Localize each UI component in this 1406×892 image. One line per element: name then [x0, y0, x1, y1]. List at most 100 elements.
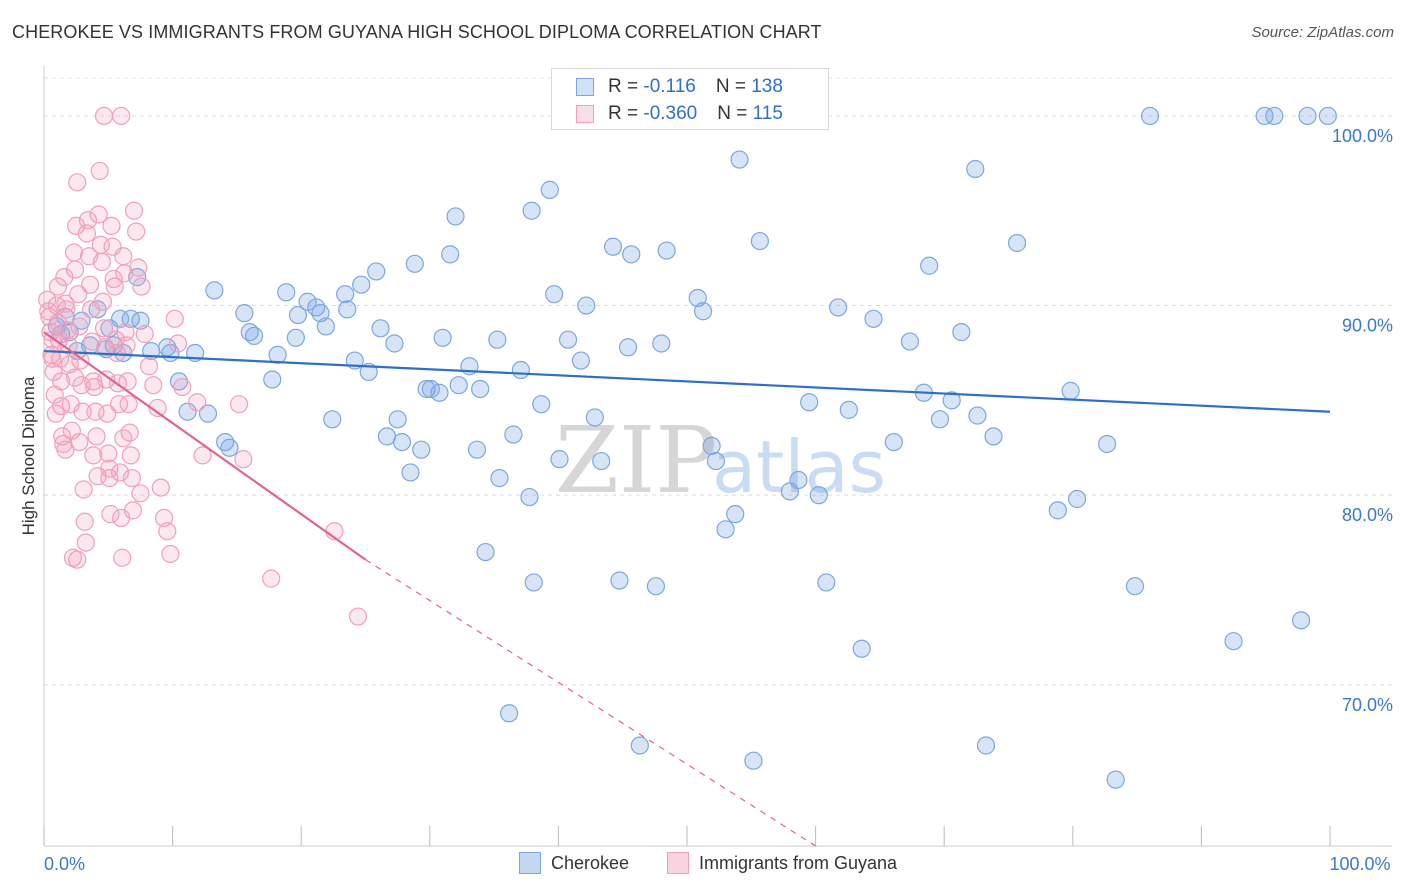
data-point[interactable] [571, 351, 591, 370]
data-point[interactable] [76, 533, 95, 552]
data-point[interactable] [102, 216, 121, 236]
data-point[interactable] [124, 201, 144, 220]
data-point[interactable] [205, 281, 224, 300]
data-point[interactable] [839, 400, 858, 419]
data-point[interactable] [234, 450, 253, 469]
data-point[interactable] [123, 501, 143, 520]
data-point[interactable] [288, 305, 308, 325]
legend-item-guyana[interactable]: Immigrants from Guyana [667, 852, 897, 874]
data-point[interactable] [693, 302, 713, 321]
data-point[interactable] [603, 237, 623, 256]
data-point[interactable] [540, 180, 559, 199]
data-point[interactable] [446, 207, 465, 226]
data-point[interactable] [105, 277, 124, 296]
data-point[interactable] [1291, 611, 1311, 630]
data-point[interactable] [520, 487, 539, 507]
data-point[interactable] [70, 317, 89, 336]
data-point[interactable] [277, 283, 296, 302]
data-point[interactable] [405, 254, 424, 273]
data-point[interactable] [135, 324, 154, 344]
data-point[interactable] [864, 309, 883, 328]
data-point[interactable] [348, 607, 368, 626]
data-point[interactable] [268, 345, 287, 364]
data-point[interactable] [56, 440, 75, 459]
data-point[interactable] [1298, 106, 1317, 126]
data-point[interactable] [367, 262, 386, 281]
data-point[interactable] [161, 544, 180, 564]
data-point[interactable] [800, 393, 819, 412]
data-point[interactable] [286, 328, 305, 347]
data-point[interactable] [90, 161, 109, 181]
data-point[interactable] [522, 201, 541, 220]
data-point[interactable] [488, 330, 507, 349]
data-point[interactable] [1067, 489, 1087, 509]
data-point[interactable] [352, 275, 371, 294]
data-point[interactable] [84, 446, 103, 465]
data-point[interactable] [323, 410, 342, 429]
data-point[interactable] [101, 505, 120, 524]
data-point[interactable] [148, 398, 167, 418]
data-point[interactable] [235, 304, 254, 323]
data-point[interactable] [942, 391, 961, 410]
data-point[interactable] [1048, 501, 1067, 520]
data-point[interactable] [118, 372, 137, 391]
data-point[interactable] [122, 469, 141, 488]
data-point[interactable] [744, 751, 763, 770]
data-point[interactable] [158, 522, 177, 541]
data-point[interactable] [43, 349, 62, 368]
data-point[interactable] [229, 395, 249, 414]
data-point[interactable] [100, 469, 119, 488]
data-point[interactable] [532, 395, 551, 414]
data-point[interactable] [67, 216, 86, 236]
data-point[interactable] [74, 480, 93, 499]
data-point[interactable] [151, 478, 170, 497]
data-point[interactable] [1125, 577, 1145, 596]
data-point[interactable] [467, 440, 487, 459]
data-point[interactable] [64, 243, 84, 262]
data-point[interactable] [730, 150, 749, 169]
data-point[interactable] [132, 277, 151, 296]
data-point[interactable] [98, 404, 117, 423]
data-point[interactable] [622, 245, 641, 264]
data-point[interactable] [131, 484, 150, 503]
data-point[interactable] [388, 410, 407, 429]
data-point[interactable] [107, 343, 126, 363]
data-point[interactable] [1255, 106, 1274, 126]
data-point[interactable] [817, 573, 836, 592]
data-point[interactable] [262, 569, 281, 588]
data-point[interactable] [524, 573, 543, 592]
data-point[interactable] [55, 268, 74, 287]
data-point[interactable] [110, 463, 130, 482]
data-point[interactable] [50, 349, 70, 368]
data-point[interactable] [94, 319, 114, 338]
data-point[interactable] [1097, 434, 1117, 454]
data-point[interactable] [86, 402, 105, 421]
data-point[interactable] [68, 173, 87, 192]
data-point[interactable] [316, 317, 335, 336]
data-point[interactable] [726, 505, 745, 524]
data-point[interactable] [702, 436, 721, 455]
data-point[interactable] [87, 427, 106, 446]
data-point[interactable] [789, 470, 808, 490]
data-point[interactable] [69, 285, 88, 304]
data-point[interactable] [169, 372, 189, 391]
data-point[interactable] [80, 275, 100, 294]
data-point[interactable] [89, 205, 108, 224]
data-point[interactable] [966, 159, 985, 179]
data-point[interactable] [94, 106, 114, 126]
data-point[interactable] [585, 408, 604, 427]
data-point[interactable] [48, 277, 68, 296]
data-point[interactable] [610, 571, 629, 590]
data-point[interactable] [165, 309, 184, 328]
data-point[interactable] [412, 440, 431, 459]
data-point[interactable] [52, 372, 71, 391]
data-point[interactable] [558, 330, 578, 349]
data-point[interactable] [59, 336, 78, 355]
data-point[interactable] [630, 736, 649, 755]
data-point[interactable] [78, 211, 98, 230]
data-point[interactable] [592, 451, 611, 471]
data-point[interactable] [500, 704, 519, 723]
data-point[interactable] [652, 334, 671, 353]
data-point[interactable] [1106, 770, 1125, 789]
data-point[interactable] [56, 294, 75, 313]
